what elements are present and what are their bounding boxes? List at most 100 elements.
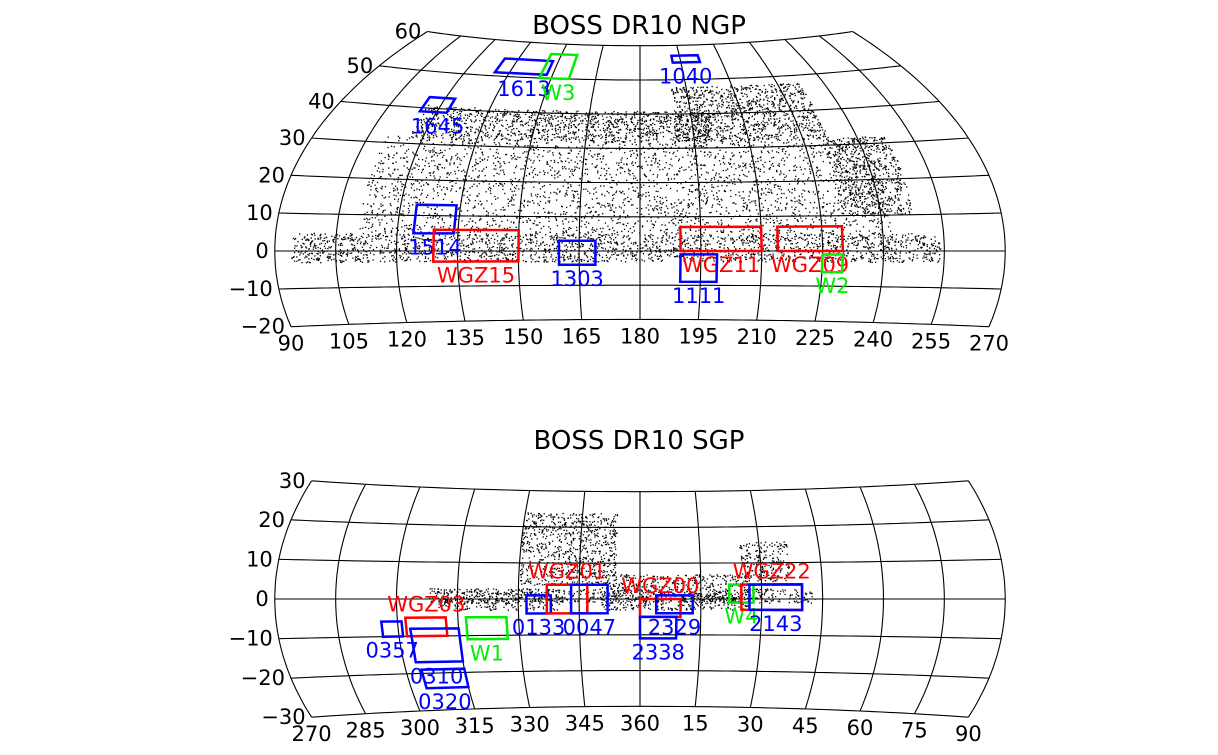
galaxy-point	[301, 251, 303, 253]
galaxy-point	[883, 235, 886, 237]
galaxy-point	[359, 259, 361, 261]
galaxy-point	[694, 222, 696, 225]
galaxy-point	[610, 218, 613, 220]
galaxy-point	[767, 150, 769, 152]
galaxy-point	[846, 224, 848, 226]
galaxy-point	[362, 232, 365, 235]
galaxy-point	[764, 141, 766, 143]
galaxy-point	[415, 180, 417, 182]
galaxy-point	[641, 259, 643, 261]
galaxy-point	[384, 141, 386, 143]
galaxy-point	[401, 259, 403, 261]
galaxy-point	[898, 261, 900, 263]
galaxy-point	[397, 181, 399, 183]
galaxy-point	[555, 145, 557, 147]
galaxy-point	[640, 243, 642, 246]
galaxy-point	[788, 239, 790, 242]
galaxy-point	[539, 196, 541, 198]
galaxy-point	[421, 142, 423, 144]
galaxy-point	[648, 257, 650, 259]
galaxy-point	[844, 150, 846, 152]
galaxy-point	[598, 135, 600, 137]
galaxy-point	[803, 152, 805, 154]
galaxy-point	[596, 238, 598, 240]
galaxy-point	[507, 205, 509, 207]
galaxy-point	[770, 164, 773, 166]
galaxy-point	[785, 243, 787, 245]
galaxy-point	[828, 257, 830, 259]
galaxy-point	[890, 230, 892, 232]
galaxy-point	[384, 229, 386, 231]
galaxy-point	[606, 190, 608, 193]
galaxy-point	[652, 260, 654, 262]
galaxy-point	[603, 234, 605, 236]
galaxy-point	[523, 206, 525, 208]
galaxy-point	[393, 169, 395, 171]
galaxy-point	[651, 259, 653, 262]
galaxy-point	[507, 258, 510, 261]
galaxy-point	[691, 248, 694, 250]
galaxy-point	[489, 190, 492, 192]
galaxy-point	[350, 235, 352, 237]
galaxy-point	[654, 207, 656, 209]
galaxy-point	[431, 160, 433, 162]
galaxy-point	[794, 208, 796, 211]
galaxy-point	[920, 246, 922, 249]
galaxy-point	[823, 237, 825, 239]
galaxy-point	[359, 238, 361, 240]
galaxy-point	[697, 164, 699, 166]
galaxy-point	[571, 244, 574, 246]
galaxy-point	[509, 253, 511, 255]
galaxy-point	[507, 247, 509, 249]
galaxy-point	[934, 245, 936, 247]
galaxy-point	[429, 239, 431, 241]
galaxy-point	[448, 243, 450, 245]
galaxy-point	[545, 216, 547, 219]
galaxy-point	[759, 197, 762, 199]
galaxy-point	[419, 238, 421, 240]
galaxy-point	[763, 217, 765, 219]
galaxy-point	[933, 242, 935, 245]
galaxy-point	[735, 168, 737, 170]
galaxy-point	[465, 179, 467, 181]
galaxy-point	[627, 230, 630, 233]
galaxy-point	[788, 154, 790, 156]
galaxy-point	[351, 233, 353, 235]
galaxy-point	[834, 248, 837, 250]
galaxy-point	[526, 220, 528, 222]
galaxy-point	[707, 126, 709, 128]
galaxy-point	[818, 235, 821, 237]
galaxy-point	[751, 200, 753, 203]
galaxy-point	[368, 222, 370, 224]
galaxy-point	[780, 170, 782, 172]
galaxy-point	[609, 256, 611, 258]
galaxy-point	[804, 239, 807, 241]
galaxy-point	[868, 179, 870, 181]
galaxy-point	[870, 178, 872, 180]
galaxy-point	[753, 163, 756, 165]
galaxy-point	[797, 246, 799, 248]
galaxy-point	[579, 147, 581, 149]
galaxy-point	[531, 171, 534, 174]
galaxy-point	[784, 207, 787, 209]
galaxy-point	[490, 255, 492, 257]
galaxy-point	[767, 179, 769, 181]
galaxy-point	[639, 232, 641, 234]
galaxy-point	[844, 149, 847, 151]
galaxy-point	[776, 220, 778, 222]
galaxy-point	[633, 255, 635, 257]
galaxy-point	[513, 254, 515, 256]
galaxy-point	[406, 160, 408, 163]
galaxy-point	[553, 191, 555, 193]
galaxy-point	[706, 129, 708, 131]
galaxy-point	[672, 243, 674, 245]
galaxy-point	[665, 162, 667, 164]
galaxy-point	[594, 154, 596, 156]
galaxy-point	[601, 246, 603, 249]
galaxy-point	[830, 259, 832, 262]
galaxy-point	[658, 120, 660, 122]
galaxy-point	[693, 145, 695, 147]
galaxy-point	[880, 234, 882, 237]
galaxy-point	[645, 244, 647, 246]
galaxy-point	[317, 238, 319, 240]
